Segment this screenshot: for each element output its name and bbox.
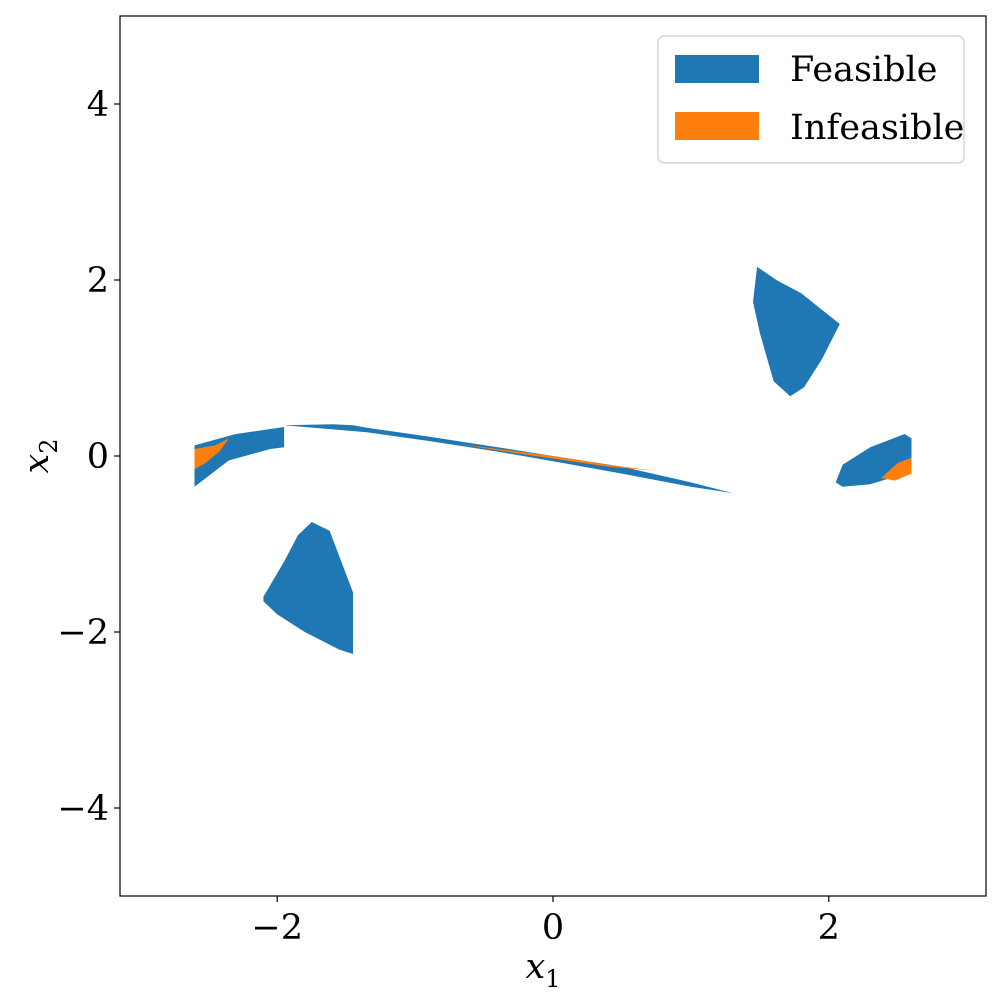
legend-swatch-feasible <box>675 55 759 83</box>
regions-layer <box>194 266 912 654</box>
y-tick-label: 0 <box>87 437 109 477</box>
infeasible-region-0 <box>194 438 229 470</box>
x-axis-label-subscript: 1 <box>545 965 560 993</box>
x-tick-label: 2 <box>818 908 840 948</box>
x-tick-label: 0 <box>542 908 564 948</box>
y-axis-label: x2 <box>17 438 63 473</box>
legend: Feasible Infeasible <box>657 35 965 164</box>
legend-label-feasible: Feasible <box>790 50 937 90</box>
y-tick-label: 4 <box>87 85 109 125</box>
feasible-region-1 <box>284 424 733 493</box>
feasible-region-3 <box>753 266 840 397</box>
y-tick-label: −2 <box>57 613 109 653</box>
y-tick-label: −4 <box>57 789 109 829</box>
y-axis-label-subscript: 2 <box>35 438 63 453</box>
x-tick-label: −2 <box>251 908 303 948</box>
infeasible-region-1 <box>456 443 657 471</box>
y-tick-label: 2 <box>87 261 109 301</box>
legend-swatch-infeasible <box>675 112 759 140</box>
y-ticks: −4 −2 0 2 4 <box>57 85 120 829</box>
feasible-region-2 <box>263 522 353 654</box>
x-ticks: −2 0 2 <box>251 896 840 948</box>
feasible-region-0 <box>194 427 285 487</box>
x-axis-label: x1 <box>525 947 560 993</box>
x-axis-label-main: x <box>525 947 545 987</box>
infeasible-region-2 <box>881 457 912 481</box>
y-axis-label-main: x <box>17 454 57 474</box>
legend-label-infeasible: Infeasible <box>790 108 964 148</box>
